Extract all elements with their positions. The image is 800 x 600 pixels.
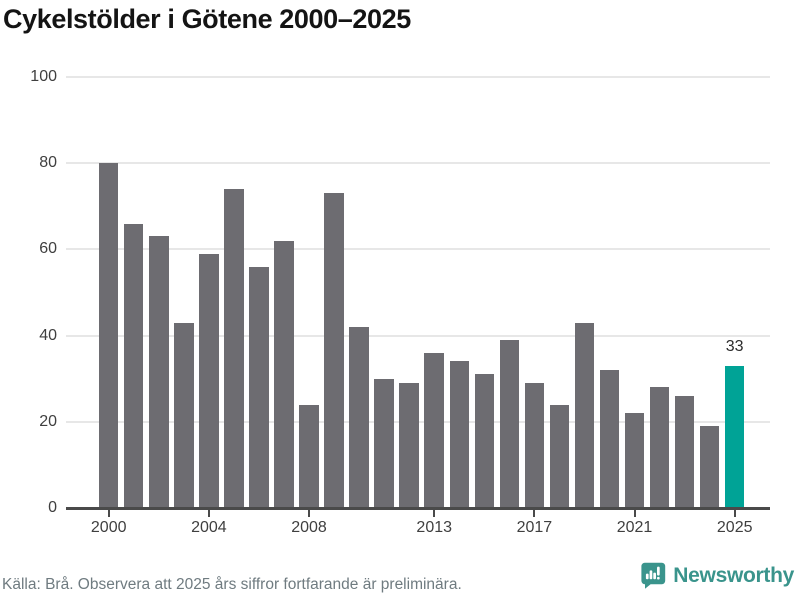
bar-2020 — [599, 370, 620, 508]
bar-2025 — [724, 365, 745, 508]
gridline-y80 — [66, 162, 770, 165]
highlight-value-label: 33 — [725, 337, 744, 355]
bar-2013 — [424, 352, 444, 508]
x-axis-tick — [107, 510, 110, 517]
bar-2006 — [249, 266, 269, 508]
x-axis-tick — [633, 510, 636, 517]
x-axis-line — [66, 507, 770, 510]
y-axis-tick-label: 100 — [30, 68, 57, 85]
bar-2009 — [324, 193, 344, 508]
gridline-y40 — [66, 334, 770, 337]
newsworthy-brand-name: Newsworthy — [673, 564, 794, 587]
bar-2002 — [149, 236, 169, 508]
bar-2003 — [174, 322, 194, 508]
bar-2021 — [624, 413, 645, 508]
newsworthy-brand-link[interactable]: Newsworthy — [641, 562, 794, 590]
x-axis-tick-label: 2000 — [90, 519, 127, 536]
bar-2005 — [224, 189, 244, 508]
y-axis-tick-label: 40 — [39, 326, 57, 344]
bar-2019 — [574, 322, 595, 508]
bar-2015 — [474, 374, 495, 508]
x-axis-tick-label: 2004 — [191, 519, 227, 536]
x-axis-tick — [533, 510, 536, 517]
y-axis-tick-label: 60 — [39, 240, 57, 258]
x-axis-tick — [433, 510, 436, 517]
x-axis-tick — [733, 510, 736, 517]
bar-2000 — [98, 163, 119, 508]
bar-2024 — [699, 426, 720, 508]
bar-2022 — [649, 387, 670, 508]
y-axis-tick-label: 0 — [48, 499, 57, 516]
bar-2023 — [674, 395, 695, 508]
x-axis-tick-label: 2013 — [416, 519, 453, 536]
x-axis-tick-label: 2017 — [516, 519, 553, 536]
y-axis-tick-label: 20 — [39, 412, 57, 430]
bar-2004 — [199, 253, 219, 508]
y-axis-tick-label: 80 — [39, 154, 57, 172]
x-axis-tick — [308, 510, 311, 517]
bar-2016 — [499, 339, 520, 508]
bar-2012 — [399, 383, 419, 508]
bar-2017 — [524, 383, 545, 508]
x-axis-tick-label: 2008 — [291, 519, 327, 536]
gridline-y100 — [66, 76, 770, 78]
bar-2018 — [549, 404, 570, 508]
x-axis-tick-label: 2025 — [716, 519, 753, 536]
newsworthy-logo-icon — [641, 562, 666, 590]
chart-title: Cykelstölder i Götene 2000–2025 — [3, 4, 411, 34]
bar-2011 — [374, 378, 394, 508]
bar-2010 — [349, 326, 369, 508]
gridline-y60 — [66, 248, 770, 251]
x-axis-tick-label: 2021 — [616, 519, 653, 536]
bar-2014 — [449, 361, 469, 508]
bar-2008 — [299, 404, 319, 508]
bar-2001 — [123, 223, 144, 508]
x-axis-tick — [207, 510, 210, 517]
source-note: Källa: Brå. Observera att 2025 års siffr… — [2, 576, 462, 593]
bar-2007 — [274, 240, 294, 508]
